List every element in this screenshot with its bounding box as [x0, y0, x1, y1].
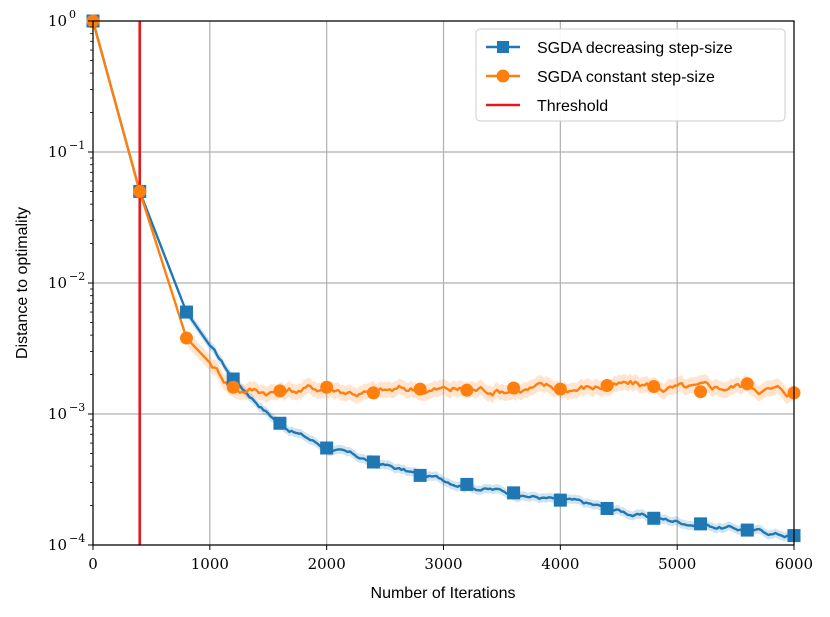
- confidence-bands: [93, 21, 794, 542]
- data-point: [600, 379, 614, 393]
- data-point: [647, 511, 661, 525]
- legend: SGDA decreasing step-size SGDA constant …: [475, 28, 786, 122]
- y-tick-label: 10: [48, 143, 67, 161]
- data-point: [413, 382, 427, 396]
- data-point: [460, 477, 474, 491]
- x-tick-label: 6000: [775, 555, 813, 573]
- y-tick-label: 10: [48, 274, 67, 292]
- y-tick-label: 10: [48, 536, 67, 554]
- x-tick-label: 2000: [308, 555, 346, 573]
- data-point: [320, 380, 334, 394]
- data-point: [694, 517, 708, 531]
- data-point: [366, 386, 380, 400]
- data-point: [179, 305, 193, 319]
- y-tick-exponent: −2: [69, 270, 85, 283]
- x-tick-label: 0: [88, 555, 98, 573]
- data-point: [553, 382, 567, 396]
- confidence-band: [93, 21, 794, 542]
- data-point: [133, 184, 147, 198]
- data-point: [600, 501, 614, 515]
- legend-label-decreasing: SGDA decreasing step-size: [537, 40, 733, 57]
- data-point: [694, 385, 708, 399]
- x-axis-label: Number of Iterations: [371, 585, 516, 602]
- x-tick-label: 3000: [424, 555, 462, 573]
- data-point: [179, 331, 193, 345]
- x-tick-label: 4000: [541, 555, 579, 573]
- data-point: [507, 381, 521, 395]
- data-point: [740, 523, 754, 537]
- y-tick-label: 10: [48, 12, 67, 30]
- data-point: [507, 486, 521, 500]
- series-lines: [93, 21, 794, 539]
- data-point: [740, 377, 754, 391]
- data-point: [320, 441, 334, 455]
- y-tick-exponent: −4: [69, 532, 85, 545]
- x-tick-label: 1000: [191, 555, 229, 573]
- x-tick-label: 5000: [658, 555, 696, 573]
- data-point: [273, 384, 287, 398]
- data-point: [413, 468, 427, 482]
- data-point: [460, 383, 474, 397]
- y-tick-exponent: −1: [69, 139, 85, 152]
- legend-label-threshold: Threshold: [537, 98, 608, 115]
- data-point: [366, 455, 380, 469]
- data-point: [273, 416, 287, 430]
- data-point: [647, 380, 661, 394]
- series-line: [93, 21, 794, 539]
- y-axis-label: Distance to optimality: [14, 207, 31, 359]
- x-axis-ticks: 0 1000 2000 3000 4000 5000 6000: [88, 545, 813, 573]
- y-tick-exponent: 0: [69, 8, 76, 21]
- y-tick-label: 10: [48, 405, 67, 423]
- data-point: [553, 493, 567, 507]
- legend-marker-constant: [496, 69, 510, 83]
- legend-marker-decreasing: [497, 41, 509, 53]
- data-point: [226, 380, 240, 394]
- legend-box: [475, 28, 786, 122]
- series-line: [93, 21, 794, 398]
- legend-label-constant: SGDA constant step-size: [537, 69, 715, 86]
- y-tick-exponent: −3: [69, 401, 85, 414]
